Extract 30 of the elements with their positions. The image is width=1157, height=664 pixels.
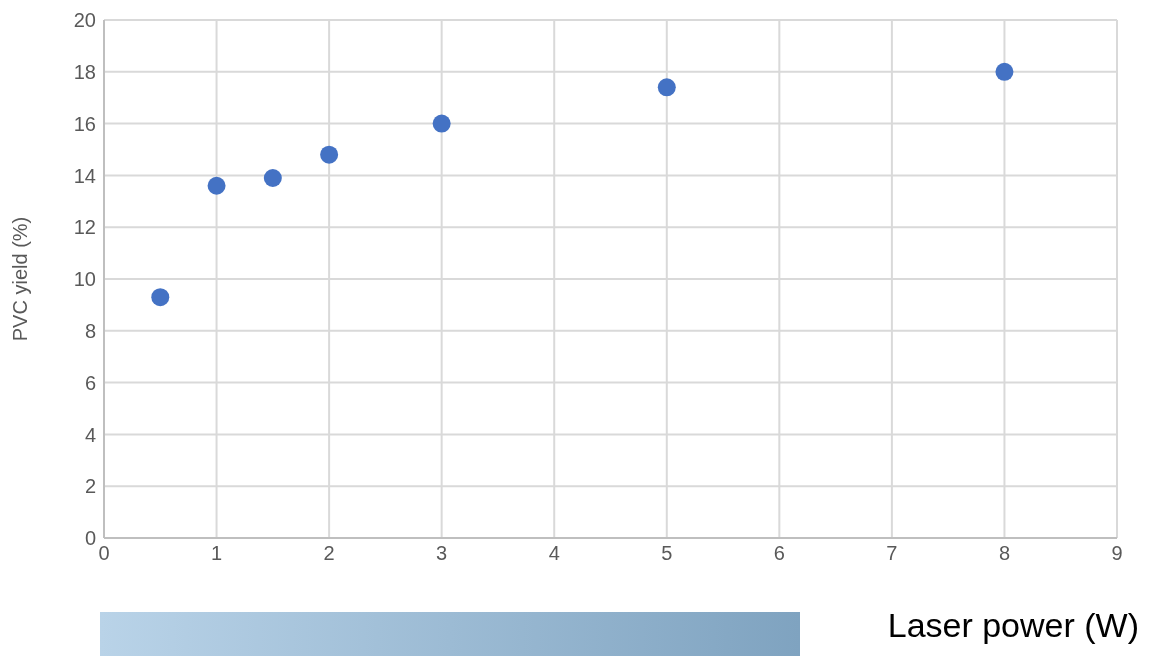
- y-tick-label: 8: [84, 319, 96, 342]
- x-tick-label: 9: [1111, 542, 1123, 565]
- y-axis-title: PVC yield (%): [9, 216, 32, 342]
- x-tick-label: 7: [886, 542, 898, 565]
- point: [151, 288, 170, 307]
- x-tick-label: 2: [323, 542, 335, 565]
- x-tick-label: 6: [773, 542, 785, 565]
- y-tick-label: 20: [73, 9, 96, 32]
- y-tick-label: 18: [73, 60, 96, 83]
- y-tick-label: 10: [73, 268, 96, 291]
- point: [432, 114, 451, 133]
- y-tick-label: 0: [84, 527, 96, 550]
- y-tick-label: 16: [73, 112, 96, 135]
- x-tick-label: 4: [548, 542, 560, 565]
- x-axis-title: Laser power (W): [887, 606, 1139, 645]
- y-tick-label: 14: [73, 164, 96, 187]
- point: [995, 62, 1014, 81]
- x-tick-label: 0: [98, 542, 110, 565]
- y-tick-label: 2: [84, 475, 96, 498]
- x-tick-label: 5: [661, 542, 673, 565]
- point: [263, 168, 282, 187]
- x-tick-label: 1: [210, 542, 223, 565]
- y-tick-label: 12: [73, 216, 96, 239]
- point: [657, 78, 676, 97]
- y-tick-label: 4: [84, 423, 96, 446]
- x-tick-label: 8: [998, 542, 1011, 565]
- point: [320, 145, 339, 164]
- point: [207, 176, 226, 195]
- y-tick-label: 6: [84, 371, 96, 394]
- x-tick-label: 3: [436, 542, 448, 565]
